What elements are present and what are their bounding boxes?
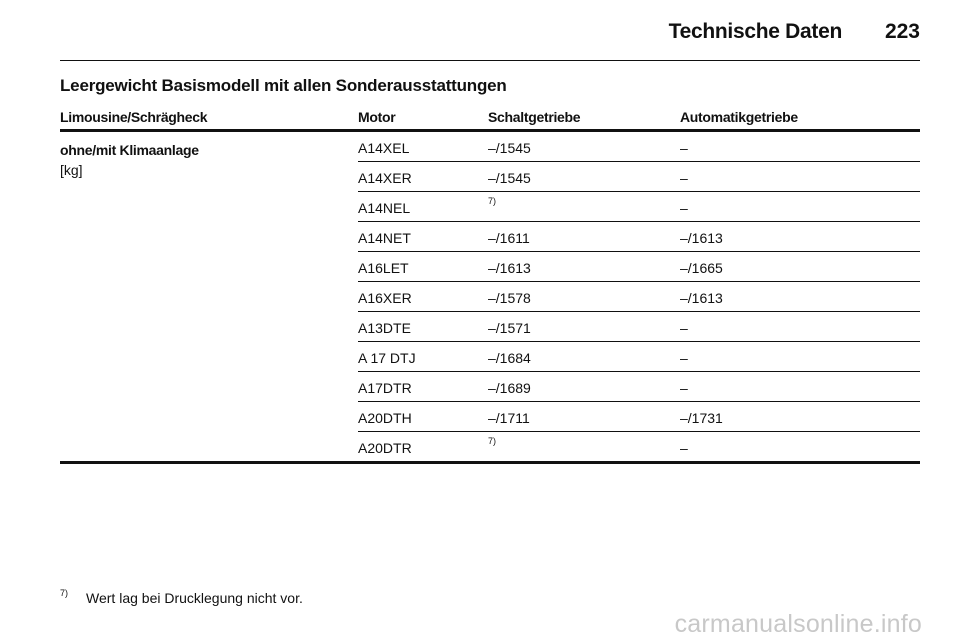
manual-cell: –/1711: [488, 410, 530, 426]
automatic-cell: –/1731: [680, 410, 723, 426]
column-header-automatic: Automatikgetriebe: [680, 109, 798, 125]
motor-cell: A14XER: [358, 170, 412, 186]
automatic-cell: –/1613: [680, 290, 723, 306]
manual-cell: –/1684: [488, 350, 531, 366]
table-row: A14XER –/1545 –: [358, 162, 920, 192]
table-row: A17DTR –/1689 –: [358, 372, 920, 402]
automatic-cell: –: [680, 380, 688, 396]
header-divider: [60, 60, 920, 61]
manual-cell: –/1545: [488, 170, 531, 186]
weight-table: Limousine/Schrägheck Motor Schaltgetrieb…: [60, 107, 920, 464]
manual-cell: –/1613: [488, 260, 531, 276]
table-body: ohne/mit Klimaanlage [kg] A14XEL –/1545– A…: [60, 132, 920, 464]
motor-cell: A14NEL: [358, 200, 411, 216]
manual-cell: –/1611: [488, 230, 530, 246]
table-row: A16LET –/1613 –/1665: [358, 252, 920, 282]
table-row: A14NEL 7) –: [358, 192, 920, 222]
table-row: A20DTH –/1711 –/1731: [358, 402, 920, 432]
column-header-motor: Motor: [358, 109, 396, 125]
section-title: Leergewicht Basismodell mit allen Sonder…: [60, 76, 507, 95]
table-row: A14NET –/1611 –/1613: [358, 222, 920, 252]
table-rows: A14XEL –/1545– A14XER –/1545– A14NEL 7) – A14NE…: [358, 132, 920, 461]
column-header-manual: Schaltgetriebe: [488, 109, 581, 125]
table-row: A13DTE –/1571 –: [358, 312, 920, 342]
row-label-climate: ohne/mit Klimaanlage: [60, 142, 199, 158]
manual-cell: 7): [488, 196, 497, 206]
motor-cell: A14XEL: [358, 140, 410, 156]
motor-cell: A13DTE: [358, 320, 411, 336]
automatic-cell: –: [680, 350, 688, 366]
header-title: Technische Daten: [668, 20, 843, 43]
watermark: carmanualsonline.info: [674, 610, 922, 638]
manual-cell: –/1545: [488, 140, 531, 156]
table-row: A20DTR 7) –: [358, 432, 920, 461]
manual-cell: –/1571: [488, 320, 531, 336]
motor-cell: A16XER: [358, 290, 412, 306]
automatic-cell: –/1613: [680, 230, 723, 246]
automatic-cell: –: [680, 320, 688, 336]
footnote-marker: 7): [60, 588, 69, 598]
automatic-cell: –/1665: [680, 260, 723, 276]
table-row: A14XEL –/1545 –: [358, 132, 920, 162]
row-label-unit: [kg]: [60, 162, 83, 178]
page-number: 223: [884, 20, 920, 43]
footnote-text: Wert lag bei Drucklegung nicht vor.: [86, 590, 303, 606]
automatic-cell: –: [680, 170, 688, 186]
column-header-body: Limousine/Schrägheck: [60, 109, 208, 125]
motor-cell: A14NET: [358, 230, 411, 246]
motor-cell: A16LET: [358, 260, 409, 276]
table-row: A 17 DTJ –/1684 –: [358, 342, 920, 372]
manual-cell: –/1689: [488, 380, 531, 396]
row-label: ohne/mit Klimaanlage [kg]: [60, 140, 199, 180]
motor-cell: A17DTR: [358, 380, 412, 396]
motor-cell: A20DTR: [358, 440, 412, 456]
manual-cell: –/1578: [488, 290, 531, 306]
footnote: 7) Wert lag bei Drucklegung nicht vor.: [60, 588, 303, 606]
motor-cell: A20DTH: [358, 410, 412, 426]
table-header: Limousine/Schrägheck Motor Schaltgetrieb…: [60, 107, 920, 132]
automatic-cell: –: [680, 440, 688, 456]
automatic-cell: –: [680, 200, 688, 216]
motor-cell: A 17 DTJ: [358, 350, 416, 366]
manual-cell: 7): [488, 436, 497, 446]
automatic-cell: –: [680, 140, 688, 156]
table-row: A16XER –/1578 –/1613: [358, 282, 920, 312]
